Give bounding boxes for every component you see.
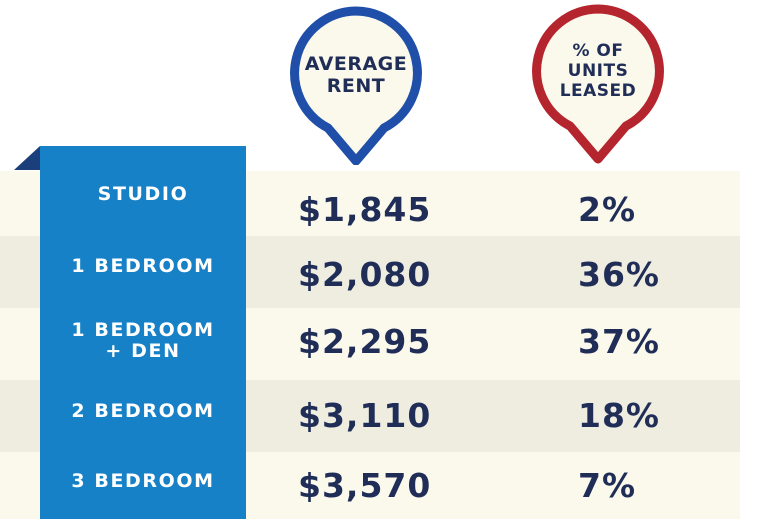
row-label-1-bedroom: 1 BEDROOM: [71, 255, 215, 277]
rent-value: $3,570: [298, 466, 432, 505]
pct-leased-value: 18%: [578, 396, 660, 435]
pct-leased-value: 2%: [578, 190, 637, 229]
header-line: LEASED: [559, 81, 637, 101]
rent-value: $2,295: [298, 322, 432, 361]
rent-value: $3,110: [298, 396, 432, 435]
row-label-1-bedroom-den: 1 BEDROOM + DEN: [40, 320, 246, 362]
row-label-studio: STUDIO: [97, 183, 189, 205]
average-rent-header: AVERAGE RENT: [284, 5, 428, 165]
units-leased-header: % OF UNITS LEASED: [526, 3, 670, 165]
map-pin-icon: [532, 4, 664, 164]
average-rent-header-label: AVERAGE RENT: [284, 53, 428, 97]
header-line: AVERAGE: [304, 53, 408, 75]
units-leased-header-label: % OF UNITS LEASED: [526, 41, 670, 101]
ribbon-fold: [14, 146, 40, 170]
unit-type-column: [40, 146, 246, 519]
header-line: % OF: [572, 41, 624, 61]
pct-leased-value: 7%: [578, 466, 637, 505]
row-label-2-bedroom: 2 BEDROOM: [71, 400, 215, 422]
pct-leased-value: 37%: [578, 322, 660, 361]
row-label-3-bedroom: 3 BEDROOM: [71, 470, 215, 492]
header-line: UNITS: [567, 61, 629, 81]
rent-value: $1,845: [298, 190, 432, 229]
map-pin-icon: [290, 6, 422, 165]
pct-leased-value: 36%: [578, 255, 660, 294]
row-label-line: 1 BEDROOM: [71, 319, 215, 341]
row-label-line: + DEN: [105, 340, 181, 362]
rent-value: $2,080: [298, 255, 432, 294]
header-line: RENT: [326, 75, 386, 97]
